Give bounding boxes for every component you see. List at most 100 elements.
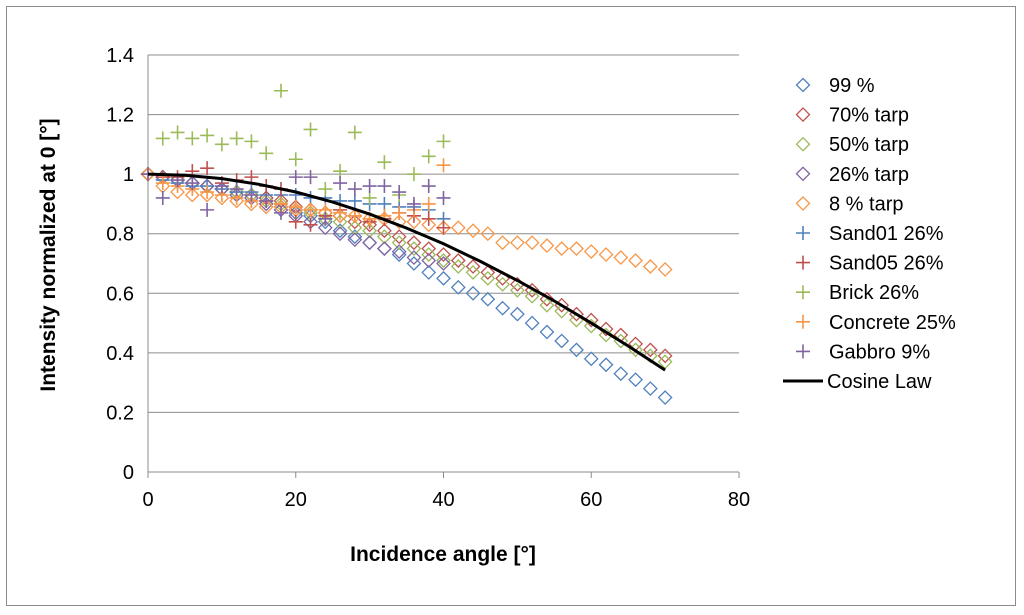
data-point xyxy=(303,122,318,137)
data-point xyxy=(642,348,658,364)
data-point xyxy=(318,182,333,197)
y-tick-label: 1.2 xyxy=(106,105,134,127)
data-point xyxy=(376,229,392,245)
data-point xyxy=(480,270,496,286)
data-point xyxy=(362,190,377,205)
legend-item: Sand05 26% xyxy=(796,253,944,275)
x-tick-label: 0 xyxy=(142,489,153,511)
data-point xyxy=(317,214,333,230)
data-point xyxy=(259,193,274,208)
data-point xyxy=(377,196,392,211)
data-point xyxy=(406,196,421,211)
data-point xyxy=(200,185,215,200)
data-point xyxy=(347,229,363,245)
legend-item: 8 % tarp xyxy=(795,193,903,215)
data-point xyxy=(465,285,481,301)
data-point xyxy=(377,179,392,194)
data-point xyxy=(200,128,215,143)
data-point xyxy=(333,164,348,179)
data-point xyxy=(539,324,555,340)
data-point xyxy=(347,232,363,248)
data-point xyxy=(598,247,614,262)
data-point xyxy=(392,205,407,220)
data-point xyxy=(362,235,378,251)
data-point xyxy=(406,256,422,271)
data-point xyxy=(170,125,185,140)
data-point xyxy=(347,214,363,230)
data-point xyxy=(406,167,421,182)
data-point xyxy=(391,247,407,262)
data-point xyxy=(495,235,511,251)
data-point xyxy=(465,265,481,280)
legend-swatch xyxy=(795,136,811,152)
data-point xyxy=(495,300,511,316)
y-tick-label: 0 xyxy=(123,462,134,484)
data-point xyxy=(657,390,673,405)
data-point xyxy=(495,276,511,292)
series-cosine-law xyxy=(147,172,666,372)
data-point xyxy=(288,199,303,214)
data-point xyxy=(258,196,274,212)
data-point xyxy=(598,357,614,373)
data-point xyxy=(436,256,451,271)
data-point xyxy=(613,366,629,382)
chart: 0 0.2 0.4 0.6 0.8 1 1.2 1.4 0 20 40 60 80 Intensity… xyxy=(37,45,956,566)
data-point xyxy=(642,342,658,358)
data-point xyxy=(450,253,466,268)
data-point xyxy=(421,149,436,164)
data-point xyxy=(524,282,540,298)
legend-label: Cosine Law xyxy=(827,371,932,393)
data-point xyxy=(583,312,599,328)
data-point xyxy=(657,348,673,364)
data-point xyxy=(332,223,348,239)
data-point xyxy=(347,220,363,236)
data-point xyxy=(229,182,244,197)
data-point xyxy=(613,250,629,265)
data-point xyxy=(362,179,377,194)
data-point xyxy=(318,211,333,226)
data-point xyxy=(465,223,481,239)
data-point xyxy=(288,152,303,167)
legend-swatch xyxy=(796,314,810,329)
legend-item: Brick 26% xyxy=(796,282,919,304)
data-point xyxy=(583,244,599,260)
x-axis-title: Incidence angle [°] xyxy=(350,543,536,566)
data-point xyxy=(259,146,274,161)
legend-item: 50% tarp xyxy=(795,134,909,156)
data-point xyxy=(155,176,170,191)
y-tick-label: 1.4 xyxy=(106,45,134,67)
data-point xyxy=(303,170,318,185)
legend-item: Cosine Law xyxy=(783,371,932,393)
data-point xyxy=(288,170,303,185)
data-point xyxy=(642,381,658,397)
legend-label: 26% tarp xyxy=(829,164,909,186)
data-point xyxy=(244,134,259,149)
data-point xyxy=(436,253,451,268)
data-point xyxy=(436,158,451,173)
data-point xyxy=(214,137,229,152)
data-point xyxy=(480,291,496,307)
data-point xyxy=(569,342,584,358)
series-50-tarp xyxy=(140,166,673,370)
legend-label: Sand01 26% xyxy=(829,223,944,245)
data-point xyxy=(569,241,584,257)
data-point xyxy=(362,217,378,233)
legend-swatch xyxy=(796,226,810,240)
data-point xyxy=(333,205,348,220)
data-point xyxy=(273,205,288,220)
data-point xyxy=(170,184,185,200)
data-point xyxy=(642,259,658,274)
legend-swatch xyxy=(795,107,811,123)
data-point xyxy=(214,179,229,194)
legend-label: Gabbro 9% xyxy=(829,341,930,363)
legend-item: 70% tarp xyxy=(795,105,909,127)
data-point xyxy=(347,125,362,140)
legend-swatch xyxy=(795,166,811,182)
x-tick-label: 40 xyxy=(432,489,454,511)
legend-swatch xyxy=(795,77,811,93)
data-point xyxy=(509,306,525,322)
y-tick-label: 0.6 xyxy=(106,283,134,305)
legend-item: Gabbro 9% xyxy=(796,341,930,363)
data-point xyxy=(436,190,451,205)
legend-swatch xyxy=(796,285,810,300)
